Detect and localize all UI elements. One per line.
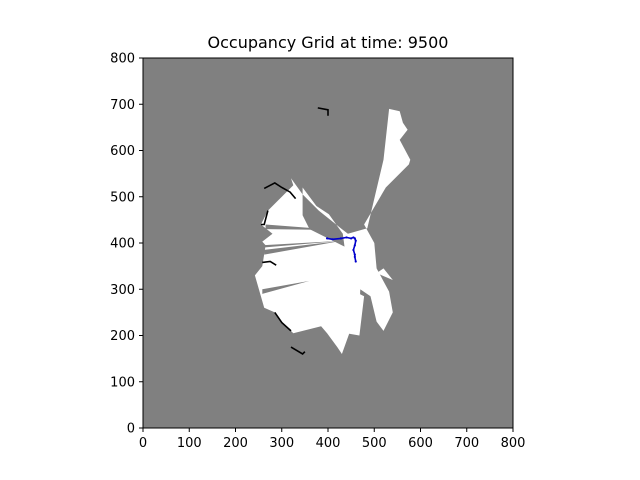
robot-path-point-10 [339, 237, 343, 240]
robot-path-point-11 [331, 238, 334, 241]
occupied-edge-4 [290, 346, 306, 356]
x-axis: 0 100 200 300 400 500 600 700 800 [139, 428, 526, 451]
robot-path-point-5 [354, 239, 357, 242]
unknown-wedge-3 [265, 224, 338, 230]
free-region-0 [254, 108, 411, 355]
plot-area [143, 58, 513, 428]
y-tick-label-6: 600 [110, 144, 135, 159]
x-tick-label-2: 200 [223, 436, 248, 451]
occupied-edge-0 [317, 107, 329, 116]
x-tick-label-7: 700 [454, 436, 479, 451]
robot-path-point-12 [325, 237, 329, 240]
robot-path-point-2 [353, 253, 356, 256]
robot-path-point-9 [345, 236, 348, 239]
y-axis: 0 100 200 300 400 500 600 700 800 [110, 52, 143, 437]
robot-path-point-3 [352, 248, 355, 252]
y-tick-label-0: 0 [127, 422, 135, 437]
unknown-wedge-2 [262, 280, 310, 294]
y-tick-label-3: 300 [110, 283, 135, 298]
unknown-wedge-1 [264, 240, 342, 255]
chart-title: Occupancy Grid at time: 9500 [208, 33, 449, 52]
x-tick-label-5: 500 [362, 436, 387, 451]
y-tick-label-1: 100 [110, 375, 135, 390]
x-tick-label-3: 300 [269, 436, 294, 451]
occupied-edge-3 [274, 311, 292, 332]
free-region-1 [344, 280, 365, 336]
unknown-wedge-0 [262, 240, 342, 248]
y-tick-label-4: 400 [110, 237, 135, 252]
occupied-edge-2 [262, 260, 277, 266]
y-tick-label-5: 500 [110, 190, 135, 205]
plot-frame [142, 57, 514, 429]
x-tick-label-1: 100 [177, 436, 202, 451]
occupied-edge-5 [260, 210, 269, 226]
robot-path-point-8 [350, 237, 353, 240]
x-tick-label-4: 400 [316, 436, 341, 451]
x-tick-label-8: 800 [501, 436, 526, 451]
robot-path-point-7 [352, 236, 355, 239]
y-tick-label-8: 800 [110, 52, 135, 67]
robot-path-point-0 [354, 260, 357, 263]
robot-path-point-1 [353, 255, 356, 258]
x-tick-label-0: 0 [139, 436, 147, 451]
occupied-edge-1 [263, 181, 297, 200]
free-region-2 [376, 268, 393, 280]
x-tick-label-6: 600 [408, 436, 433, 451]
y-tick-label-2: 200 [110, 329, 135, 344]
y-tick-label-7: 700 [110, 98, 135, 113]
robot-path-point-4 [353, 244, 356, 247]
